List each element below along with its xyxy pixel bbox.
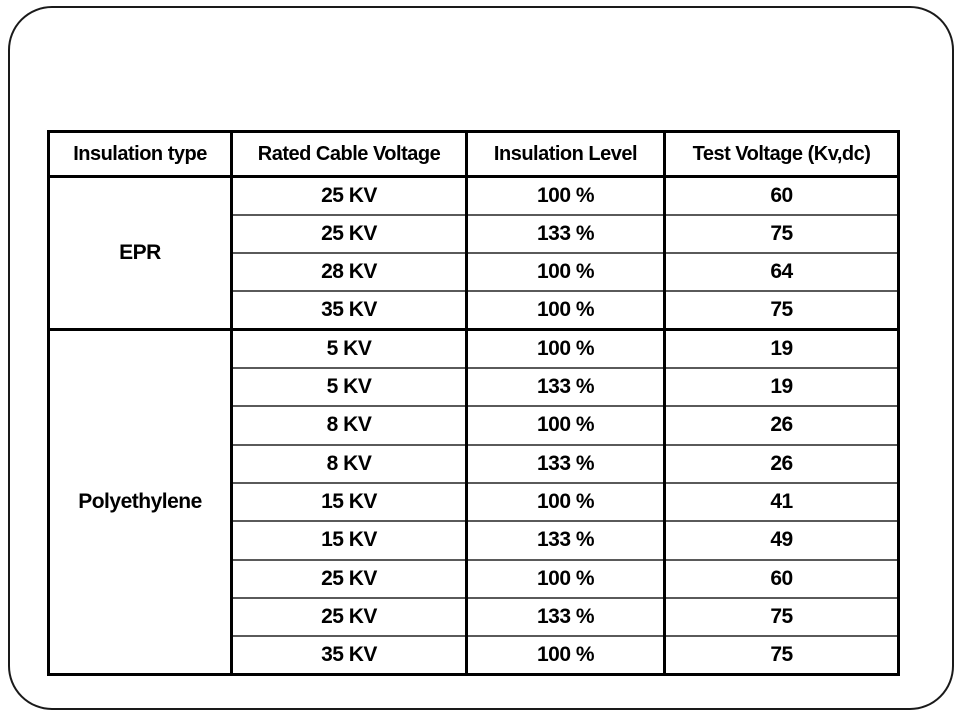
- insulation-table: Insulation type Rated Cable Voltage Insu…: [47, 130, 900, 676]
- insulation-level-cell: 100 %: [465, 481, 666, 522]
- test-voltage-cell: 60: [663, 558, 900, 598]
- insulation-level-cell: 100 %: [465, 405, 666, 445]
- table-row: 25 KV 133 % 75: [49, 596, 900, 637]
- test-voltage-cell: 26: [663, 405, 900, 445]
- test-voltage-cell: 26: [663, 443, 900, 483]
- header-insulation-level: Insulation Level: [465, 131, 666, 178]
- rated-cable-voltage-cell: 8 KV: [230, 443, 468, 483]
- header-insulation-type: Insulation type: [47, 131, 233, 178]
- rated-cable-voltage-cell: 15 KV: [230, 481, 468, 522]
- test-voltage-cell: 75: [663, 213, 900, 254]
- rated-cable-voltage-cell: 25 KV: [230, 558, 468, 598]
- insulation-level-cell: 100 %: [465, 328, 666, 369]
- insulation-type-cell: EPR: [47, 174, 233, 330]
- table-row: 5 KV 133 % 19: [49, 367, 900, 407]
- insulation-type-cell: Polyethylene: [47, 328, 233, 675]
- table-header: Insulation type Rated Cable Voltage Insu…: [47, 131, 900, 178]
- table-row: 8 KV 100 % 26: [49, 405, 900, 445]
- rated-cable-voltage-cell: 35 KV: [230, 635, 468, 675]
- insulation-level-cell: 100 %: [465, 252, 666, 292]
- insulation-level-cell: 100 %: [465, 174, 666, 215]
- rated-cable-voltage-cell: 25 KV: [230, 596, 468, 637]
- insulation-level-cell: 100 %: [465, 290, 666, 330]
- rated-cable-voltage-cell: 25 KV: [230, 213, 468, 254]
- header-row: Insulation type Rated Cable Voltage Insu…: [47, 131, 900, 178]
- insulation-level-cell: 133 %: [465, 213, 666, 254]
- table-row: 25 KV 100 % 60: [49, 558, 900, 598]
- table-group: EPR 25 KV 100 % 60 25 KV 133 % 75 28 KV 100 % 64 3…: [47, 174, 900, 330]
- rated-cable-voltage-cell: 15 KV: [230, 520, 468, 560]
- header-test-voltage: Test Voltage (Kv,dc): [663, 131, 900, 178]
- rated-cable-voltage-cell: 28 KV: [230, 252, 468, 292]
- test-voltage-cell: 60: [663, 174, 900, 215]
- test-voltage-cell: 41: [663, 481, 900, 522]
- insulation-level-cell: 100 %: [465, 635, 666, 675]
- insulation-level-cell: 133 %: [465, 596, 666, 637]
- table-row: 35 KV 100 % 75: [49, 290, 900, 330]
- insulation-level-cell: 133 %: [465, 520, 666, 560]
- insulation-level-cell: 133 %: [465, 443, 666, 483]
- test-voltage-cell: 19: [663, 328, 900, 369]
- rated-cable-voltage-cell: 5 KV: [230, 367, 468, 407]
- test-voltage-cell: 75: [663, 290, 900, 330]
- insulation-level-cell: 133 %: [465, 367, 666, 407]
- test-voltage-cell: 49: [663, 520, 900, 560]
- test-voltage-cell: 64: [663, 252, 900, 292]
- table-row: 35 KV 100 % 75: [49, 635, 900, 675]
- table-row: EPR 25 KV 100 % 60: [47, 174, 900, 330]
- rated-cable-voltage-cell: 25 KV: [230, 174, 468, 215]
- table-row: Polyethylene 5 KV 100 % 19: [47, 328, 900, 675]
- table-row: 15 KV 100 % 41: [49, 481, 900, 522]
- rated-cable-voltage-cell: 5 KV: [230, 328, 468, 369]
- table-row: 28 KV 100 % 64: [49, 252, 900, 292]
- table-group: Polyethylene 5 KV 100 % 19 5 KV 133 % 19 8 KV 10…: [47, 328, 900, 675]
- rated-cable-voltage-cell: 35 KV: [230, 290, 468, 330]
- test-voltage-cell: 19: [663, 367, 900, 407]
- table-row: 8 KV 133 % 26: [49, 443, 900, 483]
- test-voltage-cell: 75: [663, 596, 900, 637]
- test-voltage-cell: 75: [663, 635, 900, 675]
- table-row: 25 KV 133 % 75: [49, 213, 900, 254]
- rated-cable-voltage-cell: 8 KV: [230, 405, 468, 445]
- insulation-level-cell: 100 %: [465, 558, 666, 598]
- header-rated-cable-voltage: Rated Cable Voltage: [230, 131, 468, 178]
- table-row: 15 KV 133 % 49: [49, 520, 900, 560]
